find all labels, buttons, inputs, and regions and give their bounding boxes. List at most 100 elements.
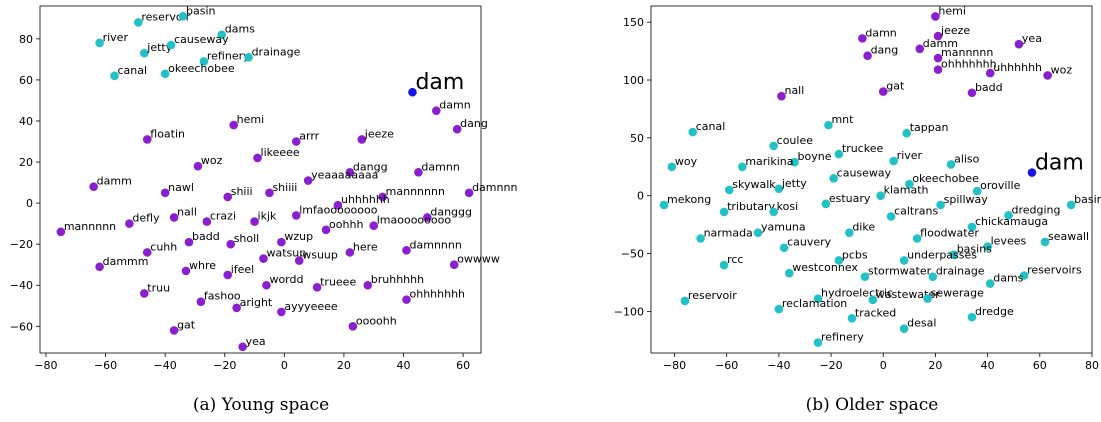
point-label: westconnex xyxy=(792,261,858,274)
point-label: dredge xyxy=(975,305,1014,318)
point-label: dam xyxy=(415,70,464,95)
point-cauvery xyxy=(779,243,789,253)
point-oroville xyxy=(972,186,982,196)
point-label: nall xyxy=(177,205,197,218)
point-label: dang xyxy=(460,117,488,130)
point-label: uhhhhhh xyxy=(341,193,390,206)
point-mnt xyxy=(824,120,833,130)
point-yea xyxy=(238,342,247,352)
older-space-panel: −80 −60 −40 −20 0 20 40 60 80 −100 −50 0 50 100 150 hem… xyxy=(614,4,1101,415)
point-label: reservoirs xyxy=(1027,264,1082,277)
x-tick-label: 20 xyxy=(337,359,351,372)
point-drainage xyxy=(244,53,253,62)
point-damnnn xyxy=(464,188,474,198)
point-label: wordd xyxy=(269,273,303,286)
point-yeaaaaaaaa xyxy=(303,176,313,185)
point-label: narmada xyxy=(704,226,753,239)
point-narmada xyxy=(696,234,705,243)
y-tick-label: −40 xyxy=(10,279,33,292)
x-tick-label: −40 xyxy=(154,359,177,372)
point-reclamation xyxy=(774,304,784,314)
point-label: basin xyxy=(1074,193,1101,206)
point-damn xyxy=(858,34,867,43)
point-label: mannnnn xyxy=(941,46,993,59)
point-label: mannnnnn xyxy=(386,185,445,198)
point-label: dams xyxy=(993,272,1023,285)
point-label: dams xyxy=(225,23,255,36)
point-likeeee xyxy=(253,153,262,163)
point-label: reclamation xyxy=(782,297,847,310)
point-damn xyxy=(432,106,441,116)
point-label: oohhh xyxy=(329,218,363,231)
plot-frame xyxy=(650,5,1093,354)
point-label: shiiii xyxy=(272,181,297,194)
point-nall xyxy=(777,91,786,101)
point-label: trueee xyxy=(320,275,356,288)
point-westconnex xyxy=(785,268,794,278)
point-here xyxy=(345,248,355,257)
x-tick-label: −40 xyxy=(767,359,790,372)
point-label: levees xyxy=(991,235,1027,248)
point-label: dangg xyxy=(353,160,388,173)
point-label: badd xyxy=(192,230,220,243)
point-label: dredging xyxy=(1011,203,1060,216)
point-badd xyxy=(967,88,977,98)
point-marikina xyxy=(738,162,747,172)
point-label: wsuup xyxy=(302,249,338,262)
point-hydroelectric xyxy=(813,294,823,303)
point-label: mekong xyxy=(667,193,711,206)
point-crazi xyxy=(202,217,212,226)
point-label: river xyxy=(897,149,923,162)
point-truckee xyxy=(834,149,844,159)
y-tick-label: −60 xyxy=(10,320,33,333)
point-ifeel xyxy=(223,270,233,280)
point-label: yea xyxy=(1022,32,1042,45)
point-label: damn xyxy=(865,26,896,39)
point-label: tracked xyxy=(855,306,896,319)
point-label: ohhhhhhh xyxy=(410,288,466,301)
point-label: lmfaoooooooo xyxy=(299,203,377,216)
point-label: reservoir xyxy=(141,10,190,23)
y-tick-label: 20 xyxy=(19,156,33,169)
point-hemi xyxy=(229,120,238,130)
point-label: oroville xyxy=(980,179,1020,192)
panel-caption: (b) Older space xyxy=(806,395,939,415)
point-nawl xyxy=(160,188,170,198)
point-label: canal xyxy=(696,120,726,133)
point-estuary xyxy=(821,199,831,209)
point-seawall xyxy=(1040,237,1050,247)
point-reservoir xyxy=(680,296,690,306)
point-label: damnnnn xyxy=(410,238,462,251)
point-shiiii xyxy=(265,188,274,198)
point-causeway xyxy=(829,174,838,183)
point-label: jeeze xyxy=(940,24,970,37)
point-label: aright xyxy=(240,296,273,309)
point-ikjk xyxy=(250,217,259,226)
point-damnn xyxy=(414,168,423,177)
point-label: klamath xyxy=(884,184,929,197)
point-label: lmaoooooooo xyxy=(377,214,452,227)
point-gat xyxy=(878,87,888,96)
point-aliso xyxy=(946,160,956,169)
point-label: woz xyxy=(201,154,223,167)
point-hemi xyxy=(931,12,940,21)
point-label: owwww xyxy=(457,253,500,266)
point-label: causeway xyxy=(837,166,892,179)
point-desal xyxy=(899,324,909,334)
point-label: gat xyxy=(886,80,905,93)
x-tick-label: −80 xyxy=(34,359,57,372)
point-shiii xyxy=(223,192,233,202)
point-sewerage xyxy=(923,294,932,303)
point-label: chickamauga xyxy=(975,215,1048,228)
point-label: crazi xyxy=(210,210,236,223)
point-label: cuhh xyxy=(150,240,177,253)
point-label: kosi xyxy=(777,200,799,213)
point-bruhhhhh xyxy=(363,280,373,290)
point-reservoirs xyxy=(1019,271,1029,280)
point-label: truckee xyxy=(842,142,884,155)
point-dredge xyxy=(967,312,977,322)
point-label: dam xyxy=(1035,151,1084,176)
point-damnnnn xyxy=(402,246,411,255)
point-jetty xyxy=(774,184,784,194)
